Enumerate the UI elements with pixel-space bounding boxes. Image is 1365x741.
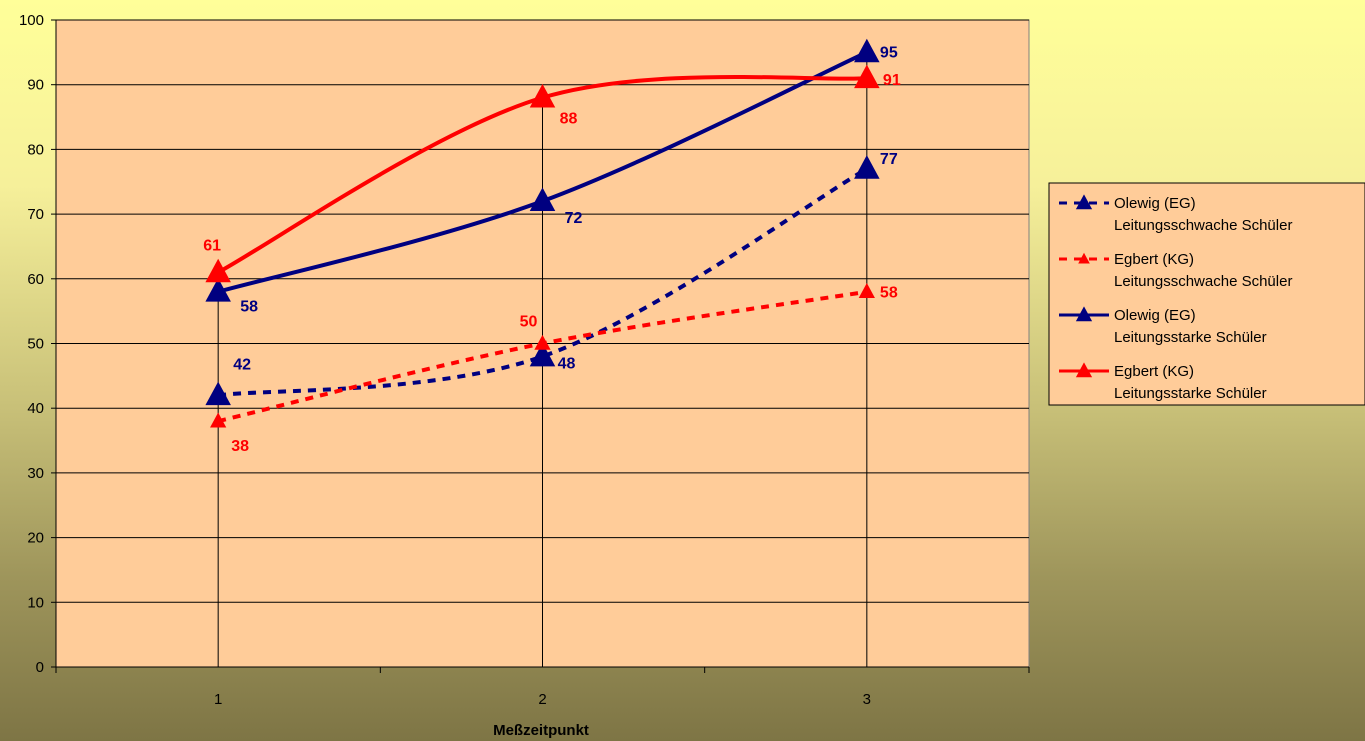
point-0-1 [529,342,556,367]
data-label-3-1: 88 [560,111,578,128]
point-3-2 [854,64,880,89]
x-tick-label-1: 1 [214,691,222,708]
y-tick-label-50: 50 [27,336,44,353]
point-1-0 [210,412,227,428]
y-tick-label-30: 30 [27,465,44,482]
legend-marker-1 [1078,252,1090,264]
point-3-0 [205,258,231,283]
series-1 [210,283,875,428]
series-2 [205,38,880,302]
data-label-3-0: 61 [203,237,221,254]
series-3 [205,64,880,283]
x-tick-label-2: 2 [538,691,546,708]
series-0 [205,155,880,406]
point-0-0 [205,381,231,406]
y-tick-label-40: 40 [27,400,44,417]
legend-label-1-0: Egbert (KG) [1114,251,1194,268]
data-label-0-2: 77 [880,151,898,168]
legend-label-0-0: Olewig (EG) [1114,195,1196,212]
data-label-1-0: 38 [231,438,249,455]
data-label-0-1: 48 [558,355,576,372]
y-tick-label-0: 0 [36,659,44,676]
legend-marker-0 [1075,194,1093,210]
point-0-2 [854,155,880,179]
y-tick-label-90: 90 [27,77,44,94]
series-group [205,38,880,428]
legend-label-3-0: Egbert (KG) [1114,363,1194,380]
x-tick-label-3: 3 [863,691,871,708]
data-labels: 42 48 77 38 50 58 58 72 95 61 88 91 [203,44,901,455]
legend-label-2-1: Leitungsstarke Schüler [1114,329,1267,346]
data-label-3-2: 91 [883,72,901,89]
data-label-2-0: 58 [240,299,258,316]
data-label-2-2: 95 [880,44,898,61]
legend-label-1-1: Leitungsschwache Schüler [1114,273,1292,290]
point-2-1 [529,187,556,212]
legend-marker-2 [1075,306,1093,322]
data-label-1-1: 50 [520,314,538,331]
point-2-2 [854,38,880,63]
point-1-1 [534,334,551,350]
point-2-0 [205,278,231,302]
y-tick-label-60: 60 [27,271,44,288]
y-tick-label-80: 80 [27,141,44,158]
series-line-0 [217,167,868,398]
legend: Olewig (EG) Leitungsschwache Schüler Egber… [1048,182,1365,406]
y-tick-label-20: 20 [27,530,44,547]
point-3-1 [529,84,556,108]
point-1-2 [858,283,875,299]
legend-box [1048,182,1365,406]
y-tick-label-70: 70 [27,206,44,223]
legend-label-3-1: Leitungsstarke Schüler [1114,385,1267,402]
axes: 0 10 20 30 40 50 60 70 80 90 100 1 2 3 [19,12,1030,708]
y-tick-label-100: 100 [19,12,44,29]
y-tick-label-10: 10 [27,594,44,611]
legend-label-2-0: Olewig (EG) [1114,307,1196,324]
legend-marker-3 [1075,362,1093,378]
data-label-1-2: 58 [880,285,898,302]
x-axis-title: Meßzeitpunkt [493,722,589,739]
data-label-0-0: 42 [233,356,251,373]
data-label-2-1: 72 [565,210,583,227]
legend-label-0-1: Leitungsschwache Schüler [1114,217,1292,234]
